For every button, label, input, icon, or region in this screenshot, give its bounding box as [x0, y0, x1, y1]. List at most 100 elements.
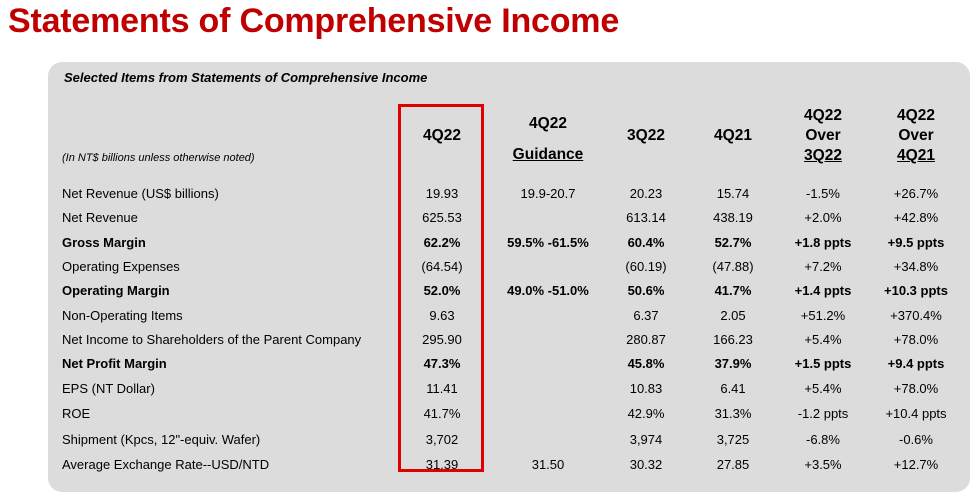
- table-row: Net Revenue (US$ billions) 19.93 19.9-20.7…: [0, 183, 975, 205]
- cell-c4q21: 37.9%: [714, 356, 752, 371]
- cell-guidance: 19.9-20.7: [520, 186, 576, 201]
- cell-guidance: 31.50: [531, 457, 565, 472]
- cell-c4q21: 166.23: [713, 332, 753, 347]
- cell-guidance: 49.0% -51.0%: [507, 283, 589, 298]
- highlight-box-4q22: [398, 104, 484, 472]
- cell-c4q22: 41.7%: [423, 406, 461, 421]
- table-row: Shipment (Kpcs, 12"-equiv. Wafer) 3,702 3,…: [0, 429, 975, 451]
- row-label: Gross Margin: [62, 235, 146, 250]
- cell-c4q22: 47.3%: [423, 356, 461, 371]
- cell-over3q22: -1.2 ppts: [797, 406, 849, 421]
- cell-over4q21: +9.4 ppts: [887, 356, 945, 371]
- cell-c4q22: 62.2%: [423, 235, 461, 250]
- units-note: (In NT$ billions unless otherwise noted): [62, 152, 255, 164]
- cell-c3q22: 42.9%: [627, 406, 665, 421]
- cell-over4q21: +9.5 ppts: [887, 235, 945, 250]
- cell-c3q22: 30.32: [629, 457, 663, 472]
- col-header-over-4q21-line3: 4Q21: [897, 147, 935, 164]
- cell-c4q22: 9.63: [429, 308, 455, 323]
- cell-c4q21: 15.74: [716, 186, 750, 201]
- cell-c4q21: 52.7%: [714, 235, 752, 250]
- row-label: Operating Expenses: [62, 259, 180, 274]
- cell-c4q21: 41.7%: [714, 283, 752, 298]
- cell-over4q21: +26.7%: [893, 186, 939, 201]
- cell-c3q22: 60.4%: [627, 235, 665, 250]
- col-header-over-4q21: 4Q22 Over 4Q21: [872, 106, 960, 166]
- cell-c4q22: 19.93: [425, 186, 459, 201]
- row-label: EPS (NT Dollar): [62, 381, 155, 396]
- cell-over3q22: -6.8%: [806, 432, 840, 447]
- col-header-guidance-line1: 4Q22: [529, 115, 567, 132]
- cell-c4q21: (47.88): [712, 259, 754, 274]
- cell-c4q21: 6.41: [720, 381, 746, 396]
- col-header-guidance: 4Q22 Guidance: [492, 108, 604, 170]
- row-label: Operating Margin: [62, 283, 170, 298]
- cell-over3q22: +1.4 ppts: [794, 283, 852, 298]
- cell-over3q22: -1.5%: [806, 186, 840, 201]
- table-row: Operating Margin 52.0% 49.0% -51.0% 50.6% 41…: [0, 280, 975, 302]
- row-label: Net Profit Margin: [62, 356, 167, 371]
- col-header-over-4q21-line1: 4Q22: [897, 107, 935, 124]
- cell-c4q22: 3,702: [425, 432, 459, 447]
- cell-c4q21: 438.19: [713, 210, 753, 225]
- cell-over4q21: +10.4 ppts: [885, 406, 947, 421]
- cell-over4q21: +42.8%: [893, 210, 939, 225]
- table-row: ROE 41.7% 42.9% 31.3% -1.2 ppts +10.4 ppts: [0, 403, 975, 425]
- cell-c4q21: 31.3%: [714, 406, 752, 421]
- cell-guidance: 59.5% -61.5%: [507, 235, 589, 250]
- cell-over3q22: +1.8 ppts: [794, 235, 852, 250]
- cell-c3q22: 50.6%: [627, 283, 665, 298]
- col-header-over-4q21-line2: Over: [898, 127, 934, 144]
- cell-c4q22: 11.41: [426, 381, 458, 396]
- table-row: Net Revenue 625.53 613.14 438.19 +2.0% +42.8%: [0, 207, 975, 229]
- cell-over3q22: +2.0%: [804, 210, 842, 225]
- cell-over4q21: +12.7%: [893, 457, 939, 472]
- cell-over3q22: +51.2%: [800, 308, 846, 323]
- cell-c3q22: 280.87: [626, 332, 666, 347]
- table-row: Non-Operating Items 9.63 6.37 2.05 +51.2% +37…: [0, 305, 975, 327]
- row-label: Net Revenue (US$ billions): [62, 186, 219, 201]
- row-label: Net Income to Shareholders of the Parent…: [62, 332, 362, 347]
- col-header-4q22-line: 4Q22: [423, 127, 461, 144]
- row-label: ROE: [62, 406, 91, 421]
- table-row: EPS (NT Dollar) 11.41 10.83 6.41 +5.4% +78.0%: [0, 378, 975, 400]
- cell-over4q21: +78.0%: [893, 332, 939, 347]
- col-header-3q22: 3Q22: [606, 126, 686, 146]
- table-row: Average Exchange Rate--USD/NTD 31.39 31.50…: [0, 454, 975, 476]
- cell-c3q22: 10.83: [629, 381, 663, 396]
- cell-over3q22: +5.4%: [804, 381, 842, 396]
- cell-over3q22: +3.5%: [804, 457, 842, 472]
- cell-over4q21: -0.6%: [899, 432, 933, 447]
- table-row: Gross Margin 62.2% 59.5% -61.5% 60.4% 52.7% +…: [0, 232, 975, 254]
- cell-over4q21: +34.8%: [893, 259, 939, 274]
- cell-c4q22: 52.0%: [423, 283, 461, 298]
- cell-c4q21: 27.85: [716, 457, 750, 472]
- panel-title: Selected Items from Statements of Compre…: [64, 70, 428, 85]
- page-title: Statements of Comprehensive Income: [8, 2, 620, 40]
- col-header-over-3q22-line3: 3Q22: [804, 147, 842, 164]
- col-header-4q22: 4Q22: [400, 126, 484, 146]
- cell-c3q22: 3,974: [629, 432, 663, 447]
- cell-c3q22: 45.8%: [627, 356, 665, 371]
- col-header-4q21-line: 4Q21: [714, 127, 752, 144]
- cell-over3q22: +1.5 ppts: [794, 356, 852, 371]
- cell-c3q22: 613.14: [626, 210, 666, 225]
- cell-over3q22: +5.4%: [804, 332, 842, 347]
- cell-over4q21: +370.4%: [890, 308, 942, 323]
- cell-over4q21: +78.0%: [893, 381, 939, 396]
- col-header-guidance-line2: Guidance: [512, 146, 584, 163]
- cell-c4q22: 295.90: [422, 332, 462, 347]
- row-label: Average Exchange Rate--USD/NTD: [62, 457, 270, 472]
- table-row: Operating Expenses (64.54) (60.19) (47.88) +…: [0, 256, 975, 278]
- cell-c4q22: 31.39: [425, 457, 459, 472]
- cell-over3q22: +7.2%: [804, 259, 842, 274]
- cell-c4q21: 2.05: [720, 308, 746, 323]
- row-label: Non-Operating Items: [62, 308, 183, 323]
- row-label: Net Revenue: [62, 210, 138, 225]
- col-header-over-3q22-line2: Over: [805, 127, 841, 144]
- cell-c3q22: 20.23: [629, 186, 663, 201]
- cell-over4q21: +10.3 ppts: [884, 283, 948, 298]
- table-row: Net Profit Margin 47.3% 45.8% 37.9% +1.5 ppt…: [0, 353, 975, 375]
- cell-c4q22: 625.53: [422, 210, 462, 225]
- col-header-over-3q22-line1: 4Q22: [804, 107, 842, 124]
